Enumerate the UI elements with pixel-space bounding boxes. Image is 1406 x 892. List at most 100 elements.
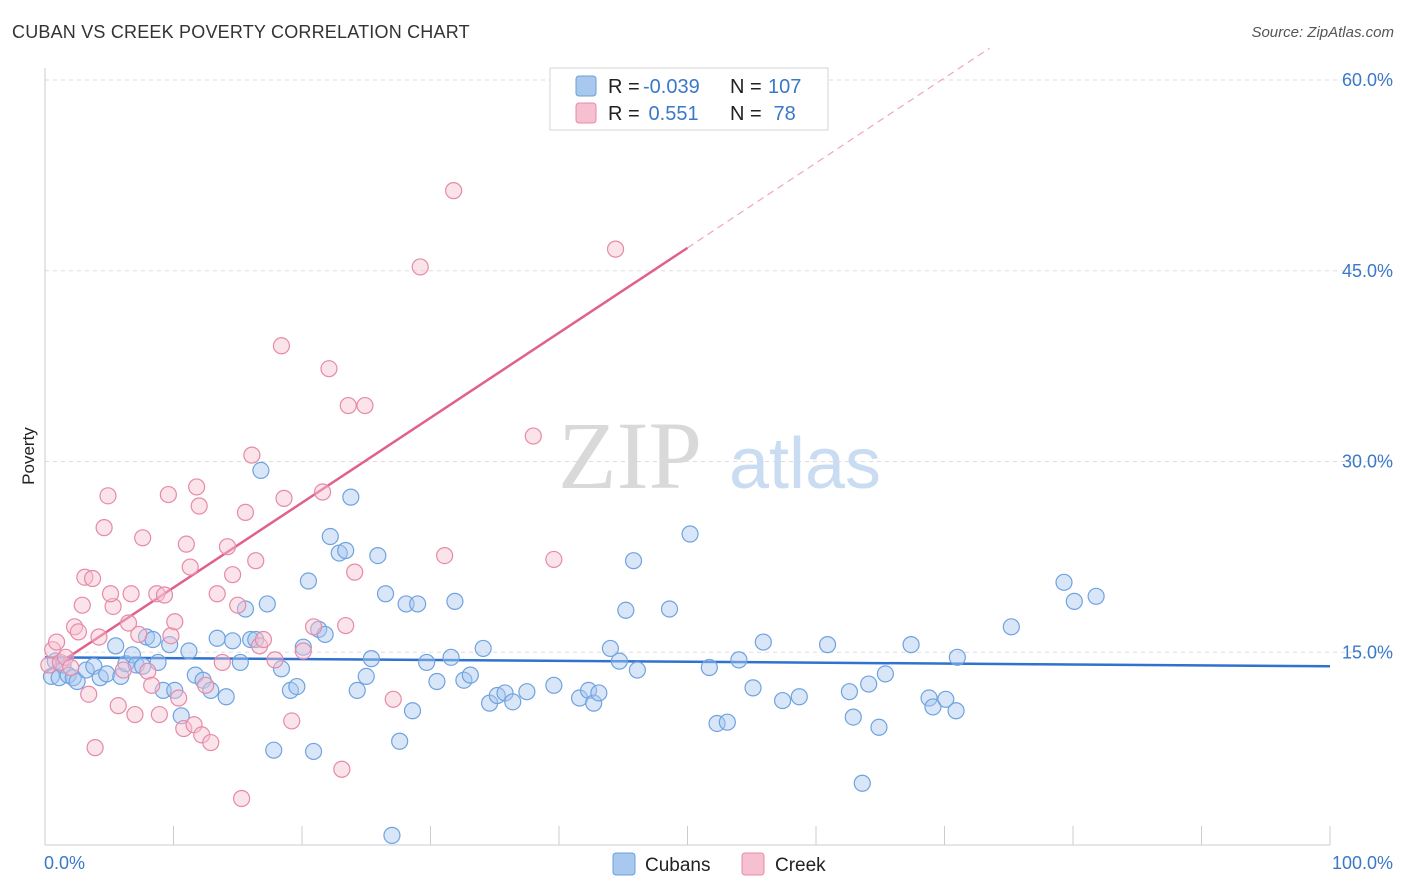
- data-point-creek: [101, 585, 120, 603]
- y-tick-label-30: 30.0%: [1342, 452, 1393, 472]
- data-point-cubans: [853, 774, 871, 792]
- data-point-creek: [346, 563, 364, 581]
- data-point-cubans: [123, 646, 141, 664]
- data-point-creek: [606, 240, 625, 258]
- data-point-cubans: [660, 600, 679, 618]
- data-point-creek: [47, 633, 66, 651]
- data-point-creek: [243, 446, 261, 464]
- data-point-cubans: [754, 633, 772, 651]
- data-point-creek: [130, 625, 148, 644]
- bottom-legend: Cubans Creek: [612, 852, 826, 876]
- y-axis-label: Poverty: [19, 427, 38, 485]
- data-point-creek: [384, 690, 402, 708]
- x-tick-label-min: 0.0%: [44, 853, 85, 873]
- legend-swatch-cubans: [575, 75, 597, 97]
- data-point-cubans: [362, 650, 380, 668]
- data-point-creek: [445, 182, 463, 200]
- data-point-cubans: [321, 527, 339, 546]
- trend-line-creek-extension: [687, 47, 990, 249]
- data-point-creek: [266, 651, 284, 669]
- data-point-cubans: [288, 677, 306, 696]
- data-point-creek: [177, 535, 195, 553]
- bottom-legend-label-cubans: Cubans: [645, 855, 711, 876]
- y-tick-labels: 15.0% 30.0% 45.0% 60.0%: [1342, 70, 1393, 662]
- data-point-cubans: [700, 658, 718, 677]
- data-point-creek: [175, 719, 193, 738]
- data-point-creek: [202, 733, 220, 752]
- data-point-creek: [356, 396, 374, 415]
- data-point-creek: [337, 616, 355, 635]
- legend-r-value-creek: 0.551: [643, 103, 699, 125]
- data-point-creek: [139, 662, 157, 680]
- data-point-creek: [119, 614, 138, 632]
- legend-n-label-creek: N =: [730, 103, 762, 125]
- data-point-cubans: [818, 636, 837, 654]
- data-point-creek: [170, 689, 188, 707]
- data-point-creek: [62, 658, 80, 677]
- data-point-cubans: [585, 694, 603, 712]
- data-point-creek: [304, 618, 323, 636]
- data-point-creek: [197, 676, 215, 694]
- data-point-cubans: [601, 639, 620, 658]
- data-point-creek: [208, 585, 226, 603]
- series-creek: [40, 182, 625, 808]
- y-tick-label-60: 60.0%: [1342, 70, 1393, 90]
- data-point-creek: [90, 628, 108, 646]
- data-point-cubans: [180, 642, 198, 660]
- data-point-creek: [524, 427, 542, 445]
- data-point-cubans: [1055, 573, 1073, 591]
- data-point-cubans: [98, 665, 116, 683]
- data-point-creek: [411, 258, 429, 276]
- data-point-creek: [272, 337, 291, 355]
- legend-swatch-creek: [575, 102, 597, 124]
- data-point-creek: [159, 485, 177, 504]
- data-point-creek: [181, 558, 199, 576]
- data-point-cubans: [790, 688, 808, 706]
- data-point-creek: [126, 705, 144, 724]
- trend-line-cubans: [44, 656, 1331, 668]
- data-point-cubans: [68, 672, 86, 691]
- source-credit: Source: ZipAtlas.com: [1251, 24, 1394, 41]
- data-point-creek: [213, 653, 231, 672]
- data-point-creek: [233, 789, 251, 808]
- data-point-cubans: [474, 639, 492, 658]
- data-point-creek: [254, 630, 273, 649]
- legend-n-value-creek: 78: [768, 103, 796, 125]
- data-point-cubans: [294, 638, 312, 656]
- data-point-cubans: [844, 708, 862, 726]
- data-point-creek: [229, 596, 247, 614]
- data-point-creek: [83, 569, 102, 588]
- data-points: [40, 182, 1105, 844]
- data-point-cubans: [208, 629, 226, 647]
- legend-n-value-cubans: 107: [768, 76, 801, 98]
- data-point-creek: [134, 529, 152, 547]
- data-point-creek: [313, 483, 332, 501]
- data-point-cubans: [628, 661, 646, 679]
- data-point-creek: [188, 478, 206, 496]
- data-point-cubans: [161, 636, 179, 654]
- data-point-cubans: [617, 601, 635, 619]
- data-point-creek: [73, 596, 91, 614]
- data-point-cubans: [376, 585, 395, 603]
- data-point-creek: [69, 623, 88, 641]
- data-point-cubans: [252, 461, 270, 480]
- data-point-creek: [224, 566, 242, 584]
- data-point-creek: [109, 697, 127, 715]
- data-point-cubans: [624, 552, 643, 570]
- data-point-cubans: [730, 651, 748, 669]
- bottom-legend-swatch-creek: [741, 852, 765, 876]
- data-point-creek: [275, 489, 293, 507]
- data-point-cubans: [446, 592, 464, 610]
- data-point-cubans: [272, 660, 291, 678]
- data-point-cubans: [681, 525, 699, 543]
- data-point-cubans: [1065, 592, 1083, 610]
- data-point-creek: [436, 547, 454, 565]
- data-point-creek: [56, 648, 75, 666]
- data-point-creek: [339, 396, 357, 415]
- data-point-cubans: [442, 648, 460, 666]
- data-point-cubans: [391, 732, 409, 750]
- data-point-creek: [545, 550, 563, 569]
- data-point-creek: [333, 760, 351, 778]
- watermark: ZIP atlas: [558, 402, 881, 509]
